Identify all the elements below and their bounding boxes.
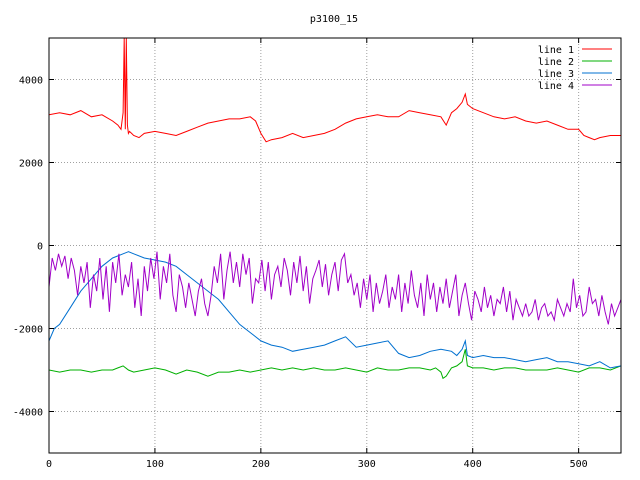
x-axis-ticks: 0 100 200 300 400 500 [46, 38, 588, 470]
series-line-3 [49, 251, 621, 369]
y-tick-label: 4000 [19, 76, 43, 87]
x-tick-label: 0 [46, 459, 52, 470]
chart-title: p3100_15 [310, 14, 358, 25]
series-line-1 [49, 38, 621, 143]
x-tick-label: 200 [252, 459, 270, 470]
legend-label: line 3 [538, 69, 574, 80]
x-tick-label: 300 [358, 459, 376, 470]
legend-label: line 2 [538, 57, 574, 68]
series-line-4 [49, 251, 621, 325]
legend-label: line 1 [538, 45, 574, 56]
y-tick-label: -2000 [13, 325, 43, 336]
y-tick-label: 0 [37, 242, 43, 253]
y-tick-label: 2000 [19, 159, 43, 170]
x-tick-label: 400 [464, 459, 482, 470]
legend-label: line 4 [538, 81, 574, 92]
y-axis-ticks: -4000 -2000 0 2000 4000 [13, 76, 621, 419]
grid [49, 38, 621, 453]
series-line-2 [49, 349, 621, 380]
x-tick-label: 100 [146, 459, 164, 470]
series-lines [49, 38, 621, 380]
x-tick-label: 500 [570, 459, 588, 470]
y-tick-label: -4000 [13, 408, 43, 419]
